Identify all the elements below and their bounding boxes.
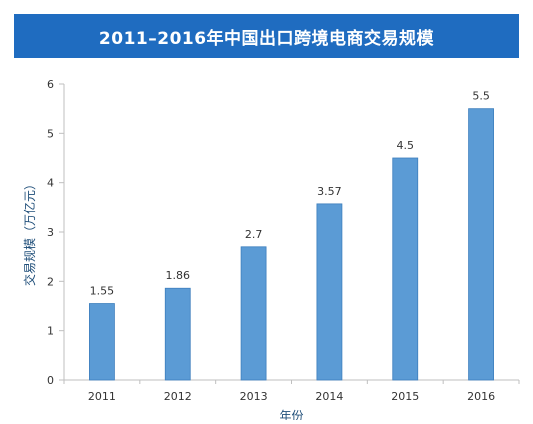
x-tick-label-2014: 2014 [315,390,343,403]
y-tick-label: 5 [47,127,54,140]
y-tick-label: 2 [47,275,54,288]
y-tick-label: 6 [47,78,54,91]
x-tick-label-2011: 2011 [88,390,116,403]
data-label-2014: 3.57 [317,185,342,198]
data-label-2012: 1.86 [166,269,191,282]
x-tick-label-2012: 2012 [164,390,192,403]
y-tick-label: 4 [47,177,54,190]
data-label-2015: 4.5 [397,139,415,152]
x-tick-label-2015: 2015 [391,390,419,403]
chart-area: 0 1 2 3 4 5 6 1.55 2011 1.86 2012 2.7 2013 3.57 2014 4.… [14,62,533,423]
bar-chart: 0 1 2 3 4 5 6 1.55 2011 1.86 2012 2.7 2013 3.57 2014 4.… [22,78,520,423]
data-label-2011: 1.55 [90,285,115,298]
x-axis-title: 年份 [279,409,303,420]
bar-2016 [468,108,494,381]
bar-2012 [164,287,191,381]
y-tick-label: 0 [47,374,54,387]
bar-2011 [89,303,115,381]
data-label-2013: 2.7 [245,228,263,241]
data-label-2016: 5.5 [472,90,490,103]
bar-2014 [316,203,343,381]
y-tick-label: 3 [47,226,54,239]
y-tick-label: 1 [47,325,54,338]
bar-2013 [240,246,267,381]
y-axis-title: 交易规模（万亿元） [22,178,37,286]
x-tick-label-2013: 2013 [240,390,268,403]
chart-title: 2011–2016年中国出口跨境电商交易规模 [98,28,435,49]
title-bar: 2011–2016年中国出口跨境电商交易规模 [14,14,519,58]
bar-2015 [392,157,419,381]
x-tick-label-2016: 2016 [467,390,495,403]
